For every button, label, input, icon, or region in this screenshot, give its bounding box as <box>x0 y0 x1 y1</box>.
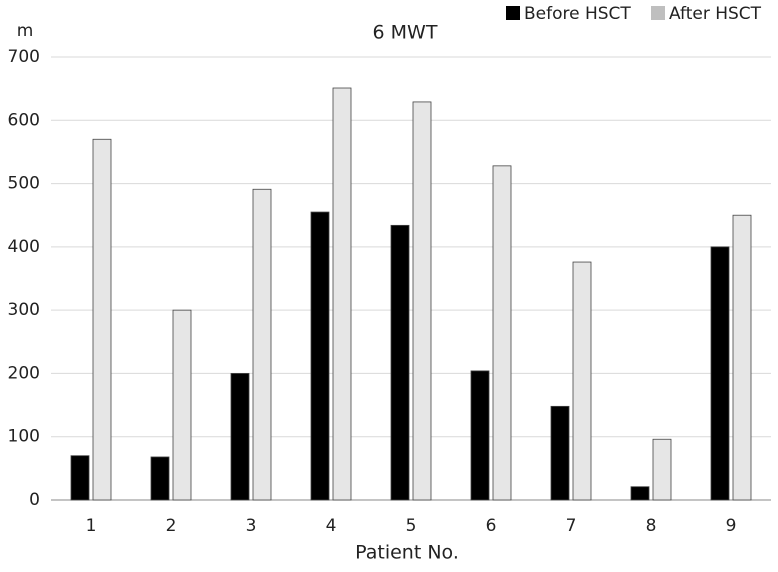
y-tick-label: 600 <box>8 110 40 130</box>
bar <box>252 188 272 501</box>
y-tick-label: 200 <box>8 363 40 383</box>
x-tick-label: 2 <box>166 516 177 536</box>
legend-swatch <box>651 6 665 20</box>
bar <box>630 486 650 501</box>
x-tick-label: 4 <box>326 516 337 536</box>
bar <box>652 438 672 501</box>
y-tick-label: 400 <box>8 237 40 257</box>
bar <box>70 455 90 501</box>
x-tick-label: 9 <box>726 516 737 536</box>
bar <box>92 138 112 501</box>
y-tick-label: 0 <box>29 490 40 510</box>
bar <box>572 261 592 501</box>
x-tick-label: 7 <box>566 516 577 536</box>
bar <box>470 370 490 501</box>
legend-label: Before HSCT <box>524 4 631 24</box>
bar <box>150 456 170 501</box>
chart-title: 6 MWT <box>373 22 438 44</box>
x-tick-label: 5 <box>406 516 417 536</box>
bar <box>732 214 752 501</box>
x-tick-label: 8 <box>646 516 657 536</box>
bar <box>710 246 730 501</box>
y-tick-label: 300 <box>8 300 40 320</box>
bar <box>550 405 570 501</box>
bar <box>412 101 432 501</box>
x-axis-label: Patient No. <box>355 542 459 564</box>
y-tick-label: 700 <box>8 47 40 67</box>
y-tick-label: 500 <box>8 174 40 194</box>
y-tick-label: 100 <box>8 427 40 447</box>
x-tick-label: 6 <box>486 516 497 536</box>
bar <box>390 224 410 501</box>
legend-label: After HSCT <box>669 4 762 24</box>
bar <box>310 211 330 501</box>
bar <box>230 373 250 501</box>
x-tick-label: 1 <box>86 516 97 536</box>
bar <box>172 309 192 501</box>
bar <box>492 165 512 501</box>
bar <box>332 87 352 501</box>
legend-swatch <box>506 6 520 20</box>
y-axis-label: m <box>17 21 34 41</box>
x-tick-label: 3 <box>246 516 257 536</box>
